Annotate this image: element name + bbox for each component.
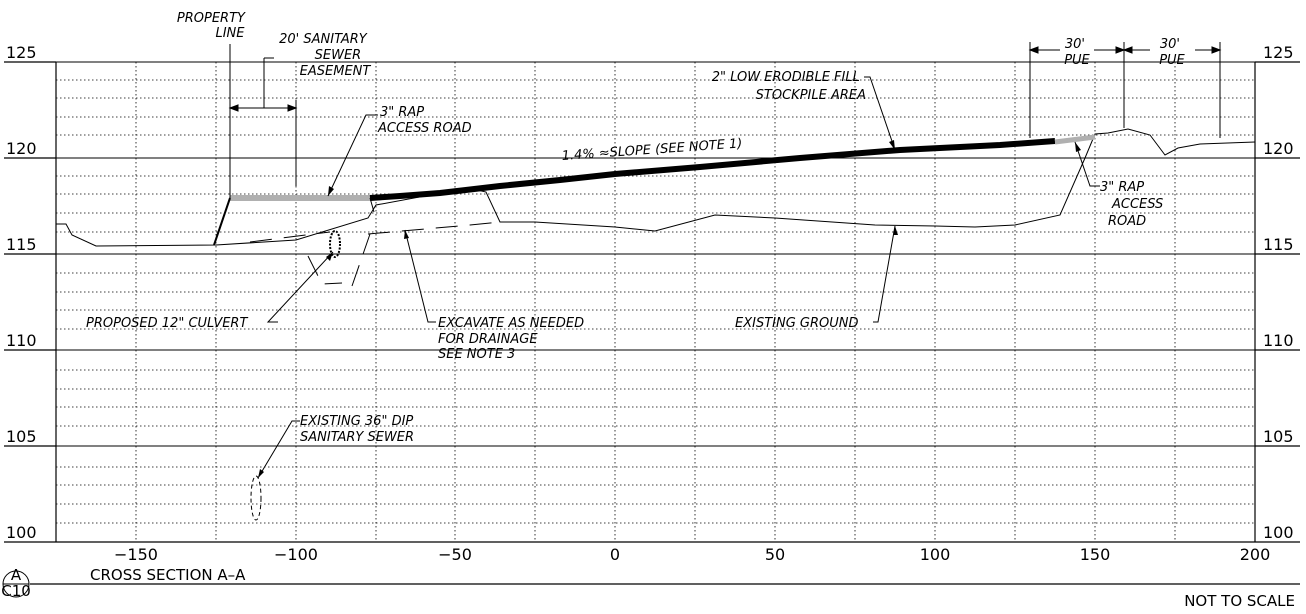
section-badge-letter: A [11, 566, 22, 584]
culvert-icon [329, 230, 341, 258]
y-label-right: 120 [1263, 139, 1294, 158]
rap-access-road-right [1054, 134, 1096, 145]
pue-markers [1028, 42, 1222, 138]
x-label: −150 [114, 545, 158, 564]
fill-stockpile-label: 2" LOW ERODIBLE FILL STOCKPILE AREA [712, 70, 866, 103]
existing-ground-label: EXISTING GROUND [735, 316, 859, 331]
y-label-left: 125 [6, 43, 37, 62]
excavation-dashed-line [249, 221, 501, 287]
y-label-left: 105 [6, 427, 37, 446]
slope-label: 1.4% ≈SLOPE (SEE NOTE 1) [561, 136, 743, 164]
culvert-label: PROPOSED 12" CULVERT [86, 316, 248, 331]
y-label-right: 125 [1263, 43, 1294, 62]
x-label: 50 [765, 545, 785, 564]
x-label: −50 [438, 545, 472, 564]
pue-right-label: 30' PUE [1159, 37, 1185, 68]
property-line-label: PROPERTY LINE [177, 11, 249, 41]
leader-lines [229, 44, 1100, 479]
leader-arrows [258, 140, 1081, 478]
x-label: −100 [274, 545, 318, 564]
y-label-right: 110 [1263, 331, 1294, 350]
fill-stockpile-line [369, 138, 1056, 201]
x-label: 150 [1080, 545, 1111, 564]
y-label-left: 100 [6, 523, 37, 542]
excavate-label: EXCAVATE AS NEEDED FOR DRAINAGE SEE NOTE… [438, 316, 588, 362]
vertical-grid [135, 62, 1176, 542]
y-label-right: 100 [1263, 523, 1294, 542]
rap-road-left-label: 3" RAP ACCESS ROAD [377, 105, 472, 136]
sewer-pipe-icon [250, 475, 262, 521]
scale-note: NOT TO SCALE [1184, 592, 1295, 610]
major-grid [56, 61, 1255, 447]
y-label-right: 115 [1263, 235, 1294, 254]
x-label: 0 [610, 545, 620, 564]
fill-slope-left [213, 197, 231, 246]
rap-road-right-label: 3" RAP ACCESS ROAD [1100, 180, 1167, 229]
x-label: 100 [920, 545, 951, 564]
pue-left-label: 30' PUE [1064, 37, 1090, 68]
y-label-left: 115 [6, 235, 37, 254]
fill-slope-left2 [369, 197, 375, 213]
x-label: 200 [1240, 545, 1271, 564]
y-label-right: 105 [1263, 427, 1294, 446]
section-badge: A C10 [1, 566, 31, 600]
y-label-left: 120 [6, 139, 37, 158]
existing-ground-line [56, 128, 1256, 247]
easement-dimension [228, 57, 298, 186]
section-badge-sheet: C10 [1, 582, 31, 600]
sewer-label: EXISTING 36" DIP SANITARY SEWER [300, 414, 417, 445]
section-title: CROSS SECTION A–A [90, 566, 246, 584]
sanitary-easement-label: 20' SANITARY SEWER EASEMENT [279, 32, 371, 79]
y-label-left: 110 [6, 331, 37, 350]
